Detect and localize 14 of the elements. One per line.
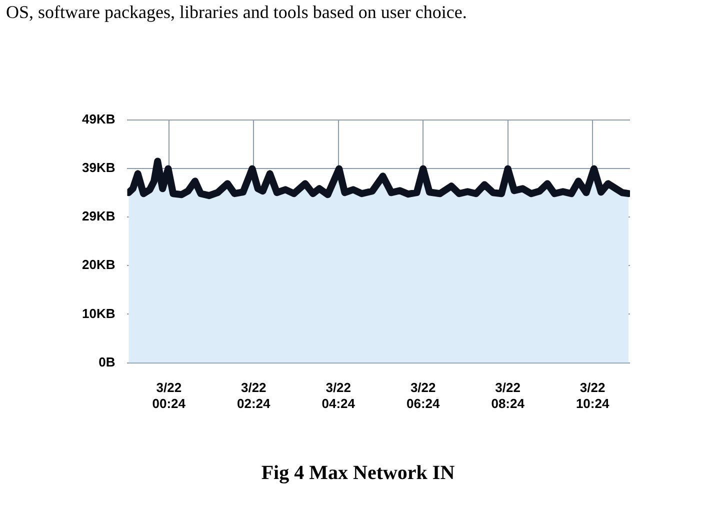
x-tick-label: 3/22 02:24	[237, 380, 272, 411]
y-tick-label: 20KB	[82, 257, 116, 272]
y-tick-label: 39KB	[82, 160, 116, 175]
y-tick-label: 29KB	[82, 208, 116, 224]
text: Fig 4 Max Network IN	[260, 462, 456, 485]
x-tick-label: 3/22 10:24	[576, 380, 610, 411]
x-tick-label: 3/22 08:24	[491, 380, 526, 411]
y-tick-label: 49KB	[82, 111, 116, 126]
x-tick-label: 3/22 00:24	[152, 380, 186, 411]
y-tick-label: 0B	[98, 354, 116, 370]
y-tick-label: 10KB	[82, 306, 116, 321]
x-tick-label: 3/22 04:24	[322, 380, 356, 411]
x-tick-label: 3/22 06:24	[406, 380, 440, 411]
text: OS, software packages, libraries and tools based on user choice.	[6, 2, 467, 23]
